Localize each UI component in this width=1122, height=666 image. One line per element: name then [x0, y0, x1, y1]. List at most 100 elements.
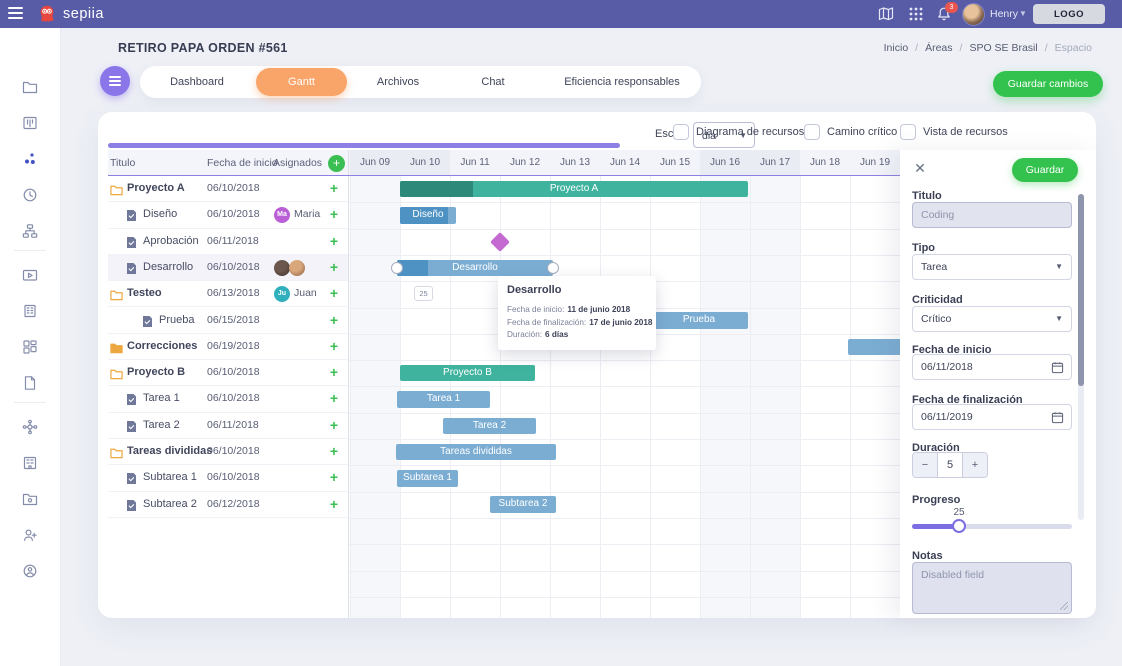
user-name[interactable]: Henry	[990, 8, 1019, 20]
add-subtask-button[interactable]: +	[329, 285, 339, 302]
sidebar-item-user-circle-icon[interactable]	[22, 563, 38, 579]
add-subtask-button[interactable]: +	[329, 469, 339, 486]
add-subtask-button[interactable]: +	[329, 311, 339, 328]
gantt-bar-tarea-1[interactable]: Tarea 1	[397, 391, 490, 408]
menu-icon[interactable]	[8, 7, 23, 20]
gantt-bar-tarea-2[interactable]: Tarea 2	[443, 417, 536, 435]
sidebar-item-file-icon[interactable]	[22, 375, 38, 391]
gantt-bar-subtarea-1[interactable]: Subtarea 1	[397, 470, 458, 487]
stepper-value: 5	[937, 453, 963, 477]
table-row-prueba[interactable]: Prueba 06/15/2018 +	[108, 308, 348, 334]
assignee-avatar[interactable]	[289, 259, 305, 276]
table-row-desarrollo[interactable]: Desarrollo 06/10/2018 +	[108, 254, 348, 282]
gantt-bar-proyecto-a[interactable]: Proyecto A	[400, 180, 748, 198]
progreso-slider[interactable]	[912, 519, 1072, 533]
notifications[interactable]: 3	[936, 2, 958, 22]
tab-archivos[interactable]: Archivos	[376, 76, 420, 88]
slider-thumb[interactable]	[952, 519, 966, 533]
table-row-aprobaci-n[interactable]: Aprobación 06/11/2018 +	[108, 229, 348, 255]
table-row-tareas-divididas[interactable]: Tareas divididas 06/10/2018 +	[108, 439, 348, 466]
brand-logo[interactable]: sepiia	[36, 2, 104, 26]
user-avatar[interactable]	[962, 3, 985, 26]
drag-handle[interactable]	[391, 262, 403, 274]
fecha-fin-field[interactable]: 06/11/2019	[912, 404, 1072, 430]
table-row-correcciones[interactable]: Correcciones 06/19/2018 +	[108, 334, 348, 361]
table-row-subtarea-1[interactable]: Subtarea 1 06/10/2018 +	[108, 465, 348, 492]
timeline-scrollbar[interactable]	[108, 143, 620, 148]
chevron-down-icon[interactable]: ▼	[1019, 9, 1027, 18]
checkbox-diagrama-de-recursos[interactable]: Diagrama de recursos	[673, 124, 804, 140]
breadcrumb-item[interactable]: Inicio	[883, 42, 909, 54]
gantt-bar-dise-o[interactable]: Diseño	[400, 207, 456, 224]
breadcrumb-item[interactable]: Áreas	[925, 42, 953, 54]
assignee-avatar[interactable]: Ju	[274, 286, 290, 303]
sidebar-item-folder-icon[interactable]	[22, 79, 38, 95]
tab-gantt[interactable]: Gantt	[256, 68, 347, 96]
add-subtask-button[interactable]: +	[329, 206, 339, 223]
gantt-milestone[interactable]	[490, 231, 510, 252]
close-icon[interactable]: ✕	[914, 160, 926, 176]
table-row-proyecto-b[interactable]: Proyecto B 06/10/2018 +	[108, 360, 348, 387]
drag-handle[interactable]	[547, 262, 559, 274]
gantt-bar-desarrollo[interactable]: Desarrollo	[397, 259, 553, 277]
tab-eficiencia-responsables[interactable]: Eficiencia responsables	[564, 76, 680, 88]
add-subtask-button[interactable]: +	[329, 495, 339, 512]
assignee-avatar[interactable]	[274, 259, 290, 276]
table-row-dise-o[interactable]: Diseño 06/10/2018 Ma Maria +	[108, 202, 348, 229]
table-row-proyecto-a[interactable]: Proyecto A 06/10/2018 +	[108, 176, 348, 203]
sidebar-item-office-icon[interactable]	[22, 455, 38, 471]
sidebar-item-dots-icon[interactable]	[22, 151, 38, 167]
add-subtask-button[interactable]: +	[329, 364, 339, 381]
table-row-subtarea-2[interactable]: Subtarea 2 06/12/2018 +	[108, 492, 348, 518]
sidebar-item-network-icon[interactable]	[22, 419, 38, 435]
sidebar-item-board-icon[interactable]	[22, 115, 38, 131]
map-icon[interactable]	[878, 6, 894, 22]
gantt-bar-tareas-divididas[interactable]: Tareas divididas	[396, 443, 556, 461]
sidebar-item-modules-icon[interactable]	[22, 339, 38, 355]
tab-dashboard[interactable]: Dashboard	[170, 76, 224, 88]
add-subtask-button[interactable]: +	[329, 232, 339, 249]
add-task-button[interactable]: +	[328, 154, 345, 172]
assignee-avatar[interactable]: Ma	[274, 207, 290, 224]
apps-grid-icon[interactable]	[908, 6, 924, 22]
fecha-inicio-field[interactable]: 06/11/2018	[912, 354, 1072, 380]
add-subtask-button[interactable]: +	[329, 416, 339, 433]
tabs-menu-button[interactable]	[100, 66, 130, 96]
criticidad-select[interactable]: Crítico ▼	[912, 306, 1072, 332]
bar-label: Tareas divididas	[440, 445, 512, 457]
sidebar-item-clock-icon[interactable]	[22, 187, 38, 203]
panel-scrollbar-thumb[interactable]	[1078, 194, 1084, 386]
add-subtask-button[interactable]: +	[329, 443, 339, 459]
checkbox-box[interactable]	[804, 124, 820, 140]
save-changes-button[interactable]: Guardar cambios	[993, 71, 1103, 97]
sidebar-item-user-plus-icon[interactable]	[22, 527, 38, 543]
add-subtask-button[interactable]: +	[329, 337, 339, 354]
escala-select[interactable]: dia ▼	[693, 122, 755, 148]
sidebar-item-building-icon[interactable]	[22, 303, 38, 319]
logo-button[interactable]: LOGO	[1033, 4, 1105, 24]
table-row-tarea-2[interactable]: Tarea 2 06/11/2018 +	[108, 413, 348, 439]
guardar-button[interactable]: Guardar	[1012, 158, 1078, 182]
add-subtask-button[interactable]: +	[329, 258, 339, 275]
table-row-testeo[interactable]: Testeo 06/13/2018 Ju Juan +	[108, 281, 348, 308]
table-row-tarea-1[interactable]: Tarea 1 06/10/2018 +	[108, 386, 348, 413]
sidebar-item-folder-star-icon[interactable]	[22, 491, 38, 507]
gantt-bar-proyecto-b[interactable]: Proyecto B	[400, 364, 535, 382]
tab-chat[interactable]: Chat	[481, 76, 505, 88]
add-subtask-button[interactable]: +	[329, 180, 339, 196]
breadcrumb-item[interactable]: SPO SE Brasil	[969, 42, 1038, 54]
stepper-minus-button[interactable]: −	[913, 453, 937, 477]
checkbox-camino-cr-tico[interactable]: Camino crítico	[804, 124, 897, 140]
checkbox-box[interactable]	[673, 124, 689, 140]
add-subtask-button[interactable]: +	[329, 390, 339, 407]
checkbox-label: Vista de recursos	[923, 126, 1008, 138]
sidebar-item-media-folder-icon[interactable]	[22, 267, 38, 283]
gantt-bar-prueba[interactable]: Prueba	[650, 312, 748, 329]
checkbox-box[interactable]	[900, 124, 916, 140]
gantt-bar-subtarea-2[interactable]: Subtarea 2	[490, 496, 556, 513]
stepper-plus-button[interactable]: +	[963, 453, 987, 477]
gantt-bar[interactable]	[848, 338, 900, 356]
checkbox-vista-de-recursos[interactable]: Vista de recursos	[900, 124, 1008, 140]
tipo-select[interactable]: Tarea ▼	[912, 254, 1072, 280]
sidebar-item-sitemap-icon[interactable]	[22, 223, 38, 239]
